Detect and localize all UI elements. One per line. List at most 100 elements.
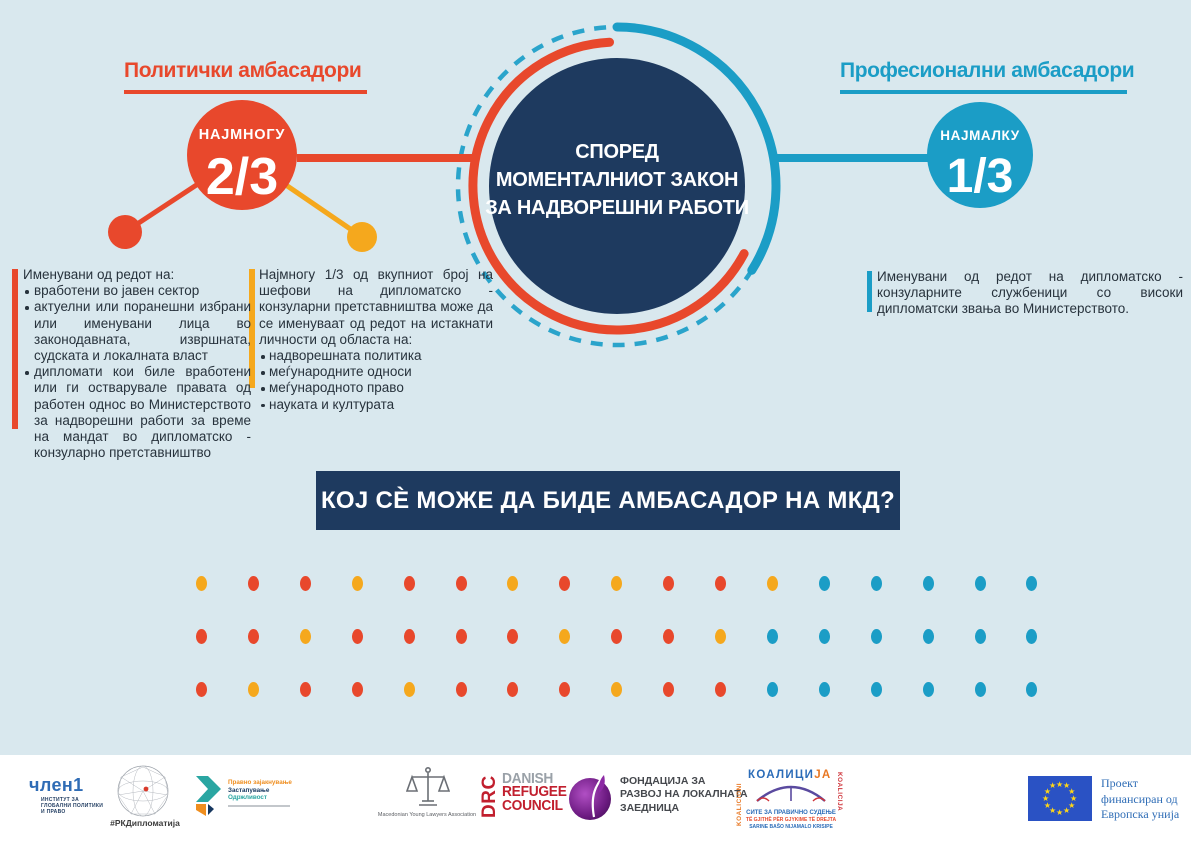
grid-dot: [196, 682, 207, 697]
grid-dot: [663, 682, 675, 697]
grid-dot: [715, 682, 726, 697]
middle-note-intro: Најмногу 1/3 од вкупниот број на шефови …: [259, 267, 493, 347]
grid-dot: [922, 576, 934, 591]
left-note-item: дипломати кои биле вработени или ги оств…: [23, 364, 251, 461]
grid-dot: [403, 576, 415, 591]
grid-dot: [818, 629, 830, 644]
left-note-item: актуелни или поранешни избрани или имену…: [23, 299, 251, 364]
koalicija-title: КОАЛИЦИЈА: [748, 769, 832, 781]
grid-dot: [455, 576, 467, 591]
right-section-heading: Професионални амбасадори: [840, 59, 1135, 82]
koalicija-right-vertical-text: KOALICIJA: [836, 772, 843, 812]
eu-funding-text: Проект финансиран од Европска унија: [1101, 776, 1180, 821]
myla-label: Macedonian Young Lawyers Association: [377, 812, 477, 818]
political-badge-value: 2/3: [206, 148, 278, 206]
grid-dot: [299, 576, 311, 591]
eu-flag-icon: ★ ★ ★ ★ ★ ★ ★ ★ ★ ★ ★ ★: [1028, 776, 1092, 821]
middle-note: Најмногу 1/3 од вкупниот број на шефови …: [259, 267, 493, 413]
eu-star-icon: ★: [1042, 793, 1050, 803]
yellow-node-dot: [347, 222, 377, 252]
eu-star-icon: ★: [1068, 800, 1076, 810]
grid-dot: [1026, 682, 1038, 697]
blue-arc: [612, 22, 781, 275]
grid-dot: [974, 682, 986, 697]
political-badge-label: НАЈМНОГУ: [199, 127, 286, 143]
right-heading-underline: [840, 90, 1127, 94]
grid-dot: [247, 682, 259, 697]
grid-dot: [766, 682, 778, 697]
grid-dot: [403, 682, 415, 697]
grid-dot: [922, 682, 934, 697]
grid-dot: [351, 576, 363, 591]
political-badge-circle: [187, 100, 297, 210]
eu-star-icon: ★: [1049, 781, 1057, 791]
pravno-logo-text: Правно зајакнување Застапување Одржливос…: [228, 779, 292, 802]
center-circle-line2: МОМЕНТАЛНИОТ ЗАКОН: [496, 169, 738, 191]
grid-dot: [247, 629, 259, 644]
eu-star-icon: ★: [1056, 807, 1064, 817]
grid-dot: [870, 682, 882, 697]
institute-logo-text: ИНСТИТУТ ЗА ГЛОБАЛНИ ПОЛИТИКИ И ПРАВО: [41, 797, 104, 815]
eu-star-icon: ★: [1068, 786, 1076, 796]
grid-dot: [507, 682, 519, 697]
grid-dot: [663, 629, 675, 644]
koalicija-scales-glyph: [756, 785, 826, 802]
orange-arc: [468, 37, 749, 335]
grid-dot: [611, 682, 623, 697]
middle-note-bar: [249, 269, 255, 388]
koalicija-slogans: СИТЕ ЗА ПРАВИЧНО СУДЕЊЕ TË GJITHË PËR GJ…: [745, 810, 837, 830]
grid-dot: [818, 682, 830, 697]
foundation-logo-text: ФОНДАЦИЈА ЗА РАЗВОЈ НА ЛОКАЛНАТА ЗАЕДНИЦ…: [620, 775, 748, 814]
grid-dot: [663, 576, 675, 591]
diagram: НАЈМНОГУ 2/3 НАЈМАЛКУ 1/3 СПОРЕД МОМЕНТА…: [108, 22, 1033, 348]
dots-grid: [196, 576, 1046, 706]
grid-dot: [559, 682, 571, 697]
professional-badge-circle: [927, 102, 1033, 208]
grid-dot: [455, 629, 467, 644]
center-circle-line1: СПОРЕД: [575, 141, 659, 163]
grid-dot: [766, 576, 778, 591]
question-banner: КОЈ СЀ МОЖЕ ДА БИДЕ АМБАСАДОР НА МКД?: [316, 471, 900, 530]
grid-dot: [247, 576, 259, 591]
eu-star-icon: ★: [1043, 786, 1052, 796]
right-note: Именувани од редот на дипломатско - конз…: [877, 269, 1183, 317]
chlen1-logo: член1: [29, 775, 84, 795]
grid-dot: [715, 629, 726, 644]
grid-dot: [403, 629, 415, 644]
left-note-item: вработени во јавен сектор: [23, 283, 251, 299]
eu-star-icon: ★: [1063, 805, 1071, 815]
grid-dot: [922, 629, 934, 644]
professional-badge-value: 1/3: [947, 150, 1014, 203]
grid-dot: [299, 629, 311, 644]
grid-dot: [351, 682, 363, 697]
left-note: Именувани од редот на: вработени во јаве…: [23, 267, 251, 461]
middle-note-item: надворешната политика: [259, 348, 493, 364]
left-heading-underline: [124, 90, 367, 94]
grid-dot: [559, 629, 571, 644]
grid-dot: [974, 576, 986, 591]
grid-dot: [299, 682, 311, 697]
grid-dot: [351, 629, 363, 644]
grid-dot: [507, 629, 519, 644]
grid-dot: [715, 576, 726, 591]
right-note-bar: [867, 271, 872, 312]
drc-vertical-text: DRC: [479, 775, 500, 818]
grid-dot: [1026, 629, 1038, 644]
footer-logo-strip: член1 ИНСТИТУТ ЗА ГЛОБАЛНИ ПОЛИТИКИ И ПР…: [0, 755, 1191, 842]
rk-diplomatija-label: #РКДипломатија: [110, 818, 180, 828]
grid-dot: [1026, 576, 1038, 591]
grid-dot: [196, 576, 207, 591]
eu-star-icon: ★: [1063, 781, 1071, 791]
drc-logo-text: DANISH REFUGEE COUNCIL: [502, 771, 567, 814]
left-note-bar: [12, 269, 18, 429]
center-circle-line3: ЗА НАДВОРЕШНИ РАБОТИ: [485, 197, 749, 219]
eu-star-icon: ★: [1056, 779, 1064, 789]
orange-node-dot: [108, 215, 142, 249]
grid-dot: [611, 629, 623, 644]
middle-note-item: меѓународното право: [259, 380, 493, 396]
middle-note-item: меѓународните односи: [259, 364, 493, 380]
grid-dot: [766, 629, 778, 644]
network-globe-icon: [117, 765, 169, 817]
foundation-sphere-icon: [569, 774, 611, 820]
